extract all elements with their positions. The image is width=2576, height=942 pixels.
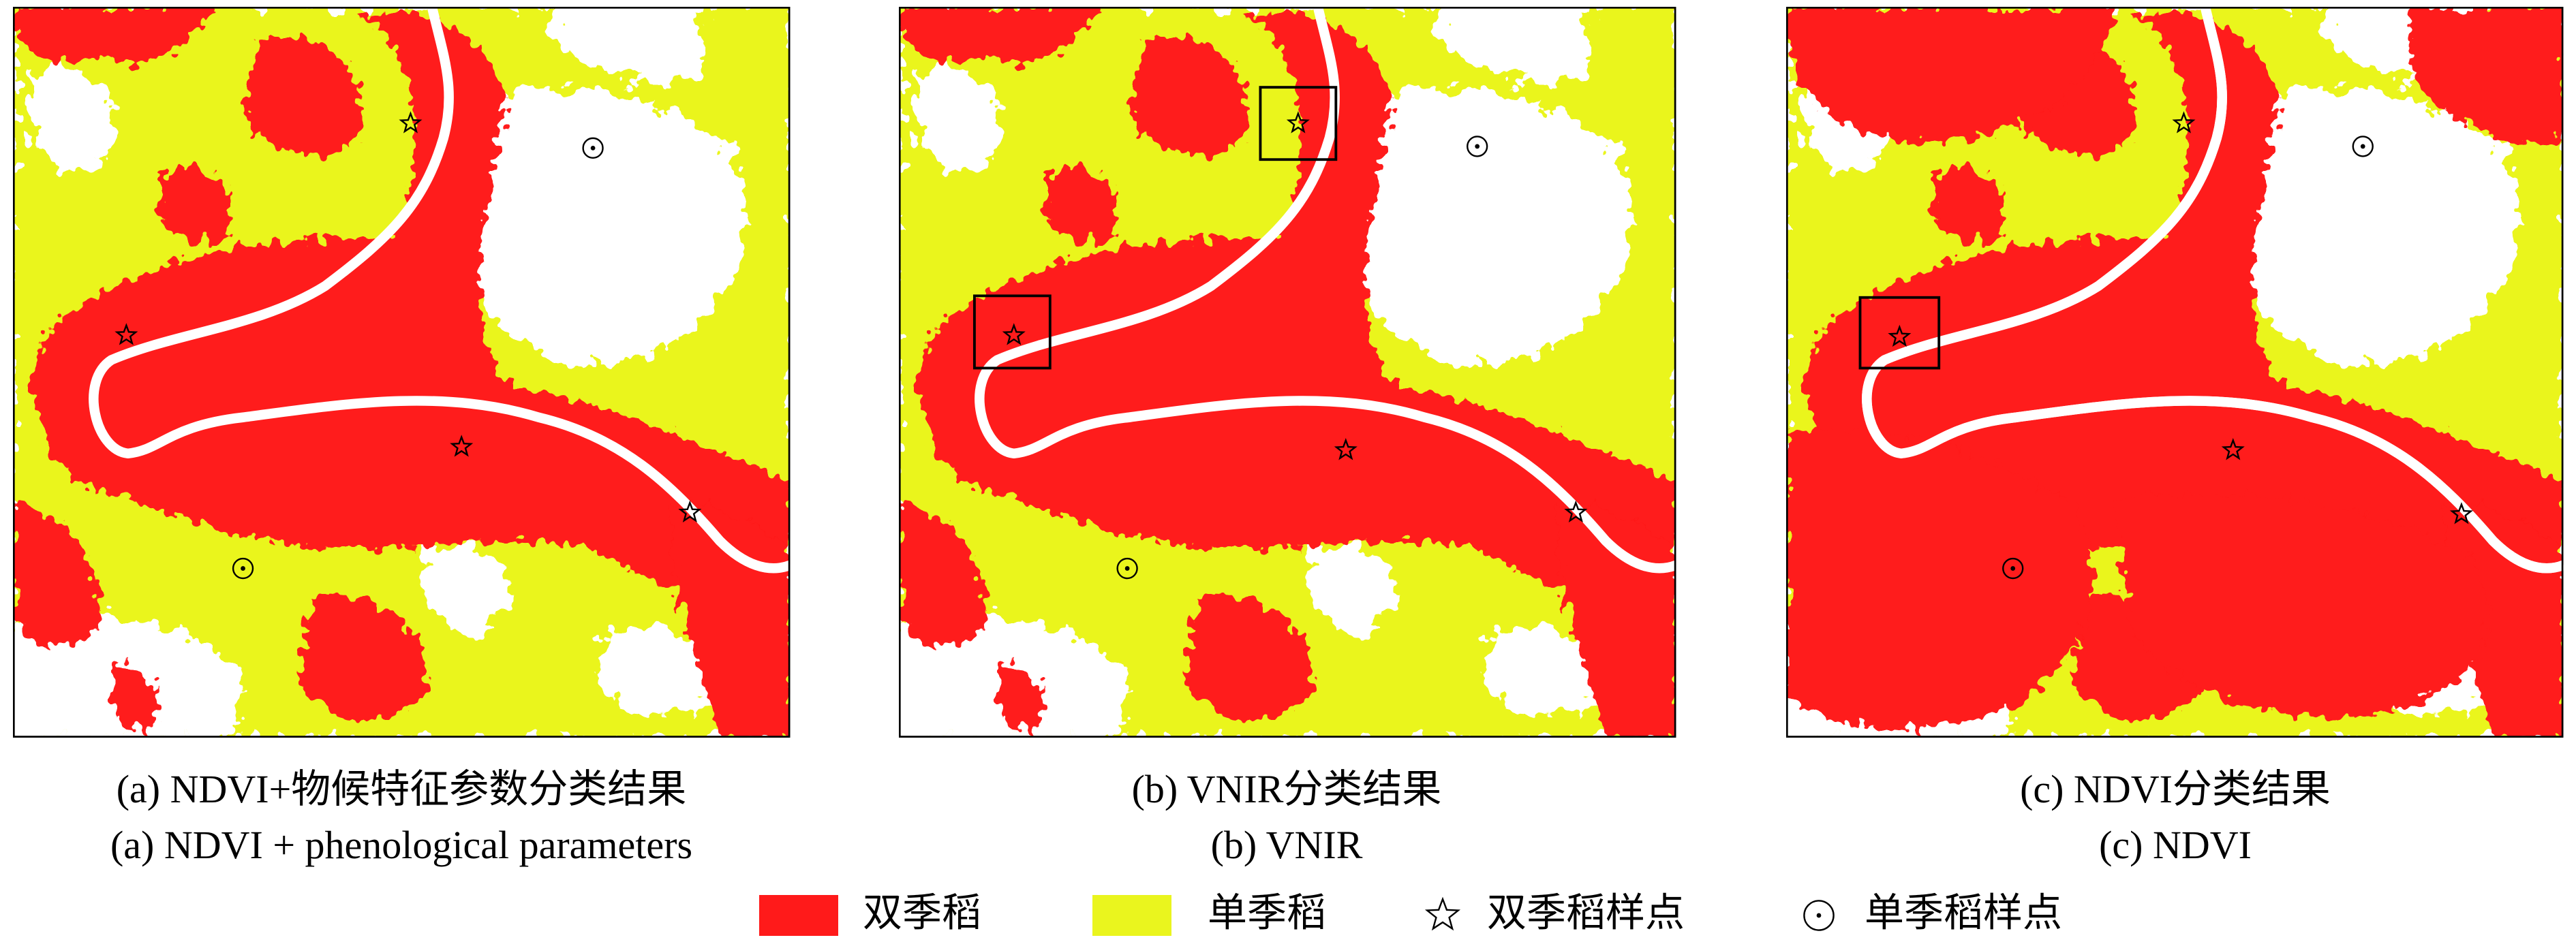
river [1862, 7, 2564, 574]
map-panel [899, 7, 1676, 738]
legend-circle [1803, 900, 1835, 931]
red-area [2115, 493, 2489, 717]
map-frame [1786, 7, 2564, 738]
zoom-box [1858, 296, 1941, 370]
circle-dot [1124, 566, 1130, 571]
circle-dot [590, 145, 596, 151]
star-marker [114, 323, 138, 345]
star-marker [399, 111, 423, 134]
circle-marker [1803, 900, 1835, 931]
circle-dot [241, 566, 245, 571]
circle-dot [2360, 144, 2365, 149]
map-frame [899, 7, 1676, 738]
legend-label: 单季稻 [1208, 890, 1326, 935]
circle-dot [1816, 913, 1822, 918]
caption-en: (a) NDVI + phenological parameters [110, 823, 692, 867]
legend-label: 双季稻样点 [1487, 890, 1685, 935]
circle-marker [1467, 136, 1488, 157]
red-area [2410, 7, 2564, 143]
circle-marker [2352, 136, 2374, 157]
caption-zh: (a) NDVI+物候特征参数分类结果 [117, 767, 687, 811]
legend: 双季稻 单季稻 双季稻样点 单季稻样点 [759, 890, 2062, 936]
caption-zh: (c) NDVI分类结果 [2020, 767, 2331, 811]
caption-en: (c) NDVI [2099, 823, 2252, 867]
legend-star [1424, 896, 1461, 931]
circle-dot [2010, 566, 2016, 571]
classification-map [13, 7, 790, 738]
red-area [1786, 429, 2093, 727]
star-marker [1564, 500, 1588, 523]
caption-zh: (b) VNIR分类结果 [1132, 767, 1442, 811]
star-marker [1334, 438, 1358, 460]
zoom-box [1259, 86, 1338, 161]
extra-red [1786, 7, 2564, 727]
caption-en: (b) VNIR [1211, 823, 1363, 867]
star-marker [450, 435, 474, 457]
star-marker [2221, 438, 2245, 460]
classification-map [899, 7, 1676, 738]
circle-dot [1475, 144, 1480, 149]
star-marker [1286, 111, 1310, 134]
zoom-box [972, 294, 1052, 370]
legend-swatch-single [1092, 895, 1171, 936]
map-panel [13, 7, 791, 738]
legend-label: 双季稻 [863, 890, 981, 935]
circle-marker [2002, 557, 2024, 580]
star-marker [678, 500, 702, 523]
map-panel [1786, 7, 2564, 738]
red-area [1786, 7, 2115, 142]
legend-swatch-double [759, 895, 838, 936]
circle-marker [232, 557, 254, 580]
star-marker [1424, 896, 1461, 931]
map-frame [13, 7, 791, 738]
star-marker [2449, 502, 2473, 524]
circle-marker [1116, 557, 1138, 580]
star-marker [2172, 111, 2196, 134]
circle-marker [582, 137, 604, 159]
star-marker [1002, 323, 1026, 345]
legend-label: 单季稻样点 [1865, 890, 2062, 935]
star-marker [1888, 324, 1912, 347]
